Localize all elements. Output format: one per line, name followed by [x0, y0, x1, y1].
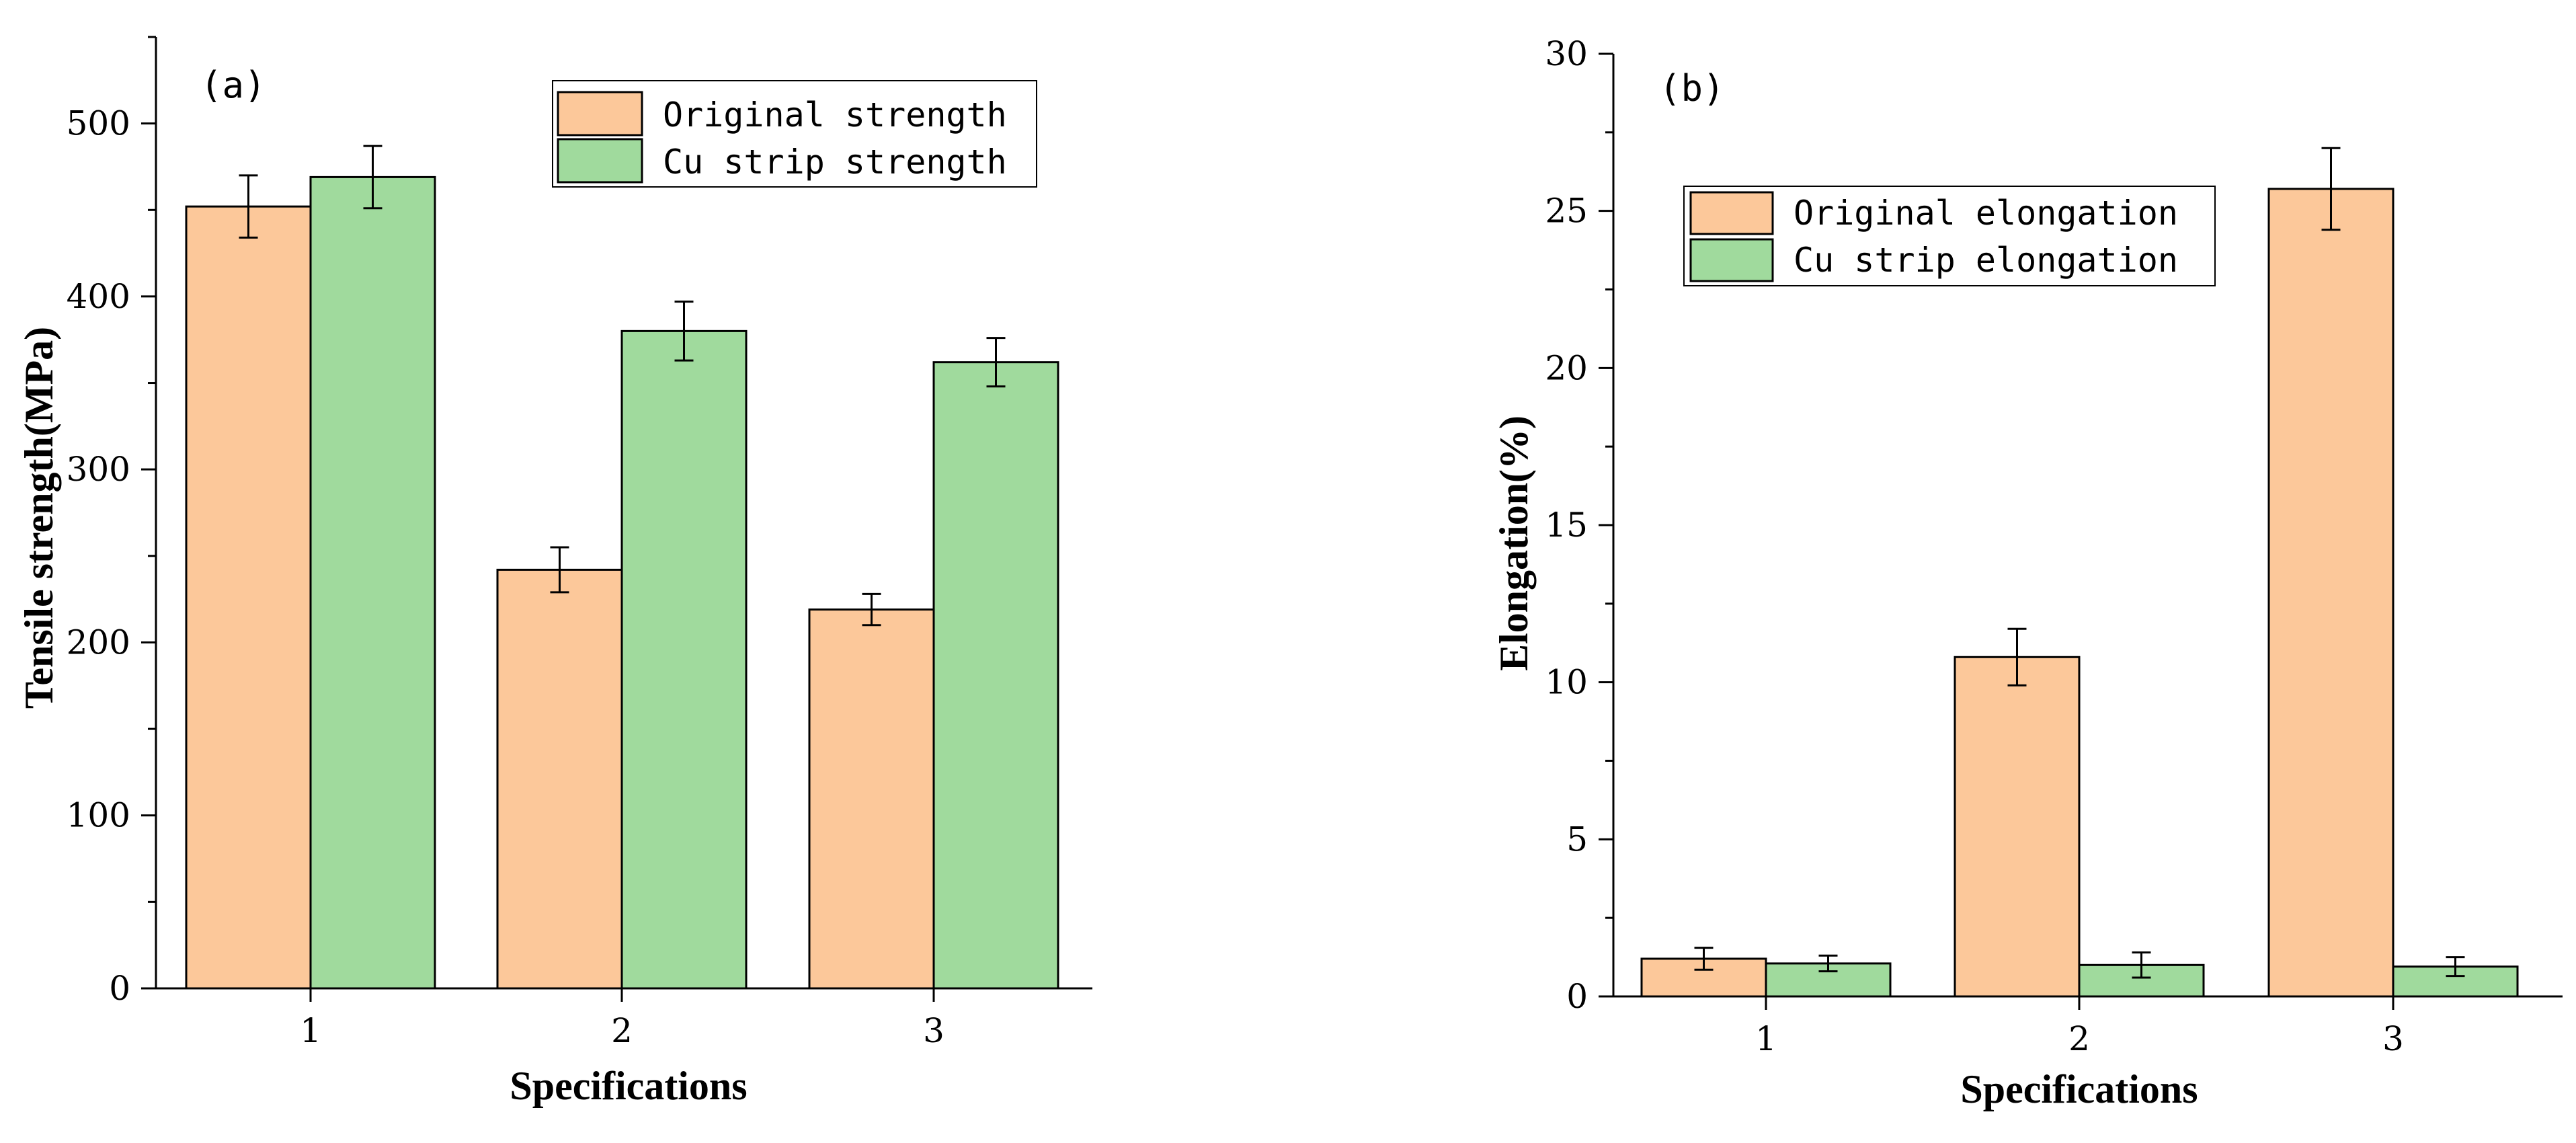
bar-group: [1640, 188, 2519, 998]
legend-label-cu-strip-elongation: Cu strip elongation: [1794, 241, 2178, 280]
legend-label-cu-strip-strength: Cu strip strength: [663, 143, 1007, 182]
x-axis-title: Specifications: [510, 1064, 747, 1108]
y-tick-labels: 0 100 200 300 400 500: [67, 104, 130, 1008]
x-tick-label: 3: [2382, 1019, 2404, 1058]
y-tick-label: 25: [1545, 192, 1588, 231]
y-tick-label: 20: [1545, 348, 1588, 387]
error-bar-group: [1694, 147, 2465, 979]
y-tick-label: 300: [67, 450, 130, 489]
legend-swatch-original-elongation: [1689, 191, 1774, 235]
x-tick-labels: 1 2 3: [1755, 1019, 2404, 1058]
legend: Original strength Cu strip strength: [552, 80, 1037, 188]
bar-cu-strip-strength-2: [620, 329, 748, 990]
x-tick-label: 2: [611, 1011, 633, 1050]
legend-swatch-cu-strip-elongation: [1689, 238, 1774, 282]
axes: [141, 36, 1092, 1002]
y-tick-label: 10: [1545, 663, 1588, 702]
x-tick-label: 3: [923, 1011, 944, 1050]
legend-swatch-cu-strip-strength: [557, 138, 643, 184]
y-tick-label: 0: [1566, 977, 1588, 1016]
x-tick-label: 1: [300, 1011, 321, 1050]
y-tick-label: 30: [1545, 34, 1588, 73]
x-tick-labels: 1 2 3: [300, 1011, 944, 1050]
y-axis-title: Elongation(%): [1492, 416, 1536, 671]
bar-cu-strip-strength-3: [932, 361, 1059, 990]
bar-original-strength-2: [496, 568, 623, 990]
x-tick-label: 2: [2068, 1019, 2090, 1058]
panel-label: (a): [200, 64, 266, 106]
x-axis-title: Specifications: [1960, 1067, 2198, 1111]
legend: Original elongation Cu strip elongation: [1683, 186, 2216, 286]
axes: [1599, 52, 2563, 1010]
y-tick-label: 200: [67, 623, 130, 662]
bar-original-strength-1: [185, 205, 312, 990]
y-tick-label: 500: [67, 104, 130, 143]
bar-original-elongation-3: [2267, 188, 2394, 998]
bar-group: [185, 175, 1059, 990]
error-bar-group: [239, 145, 1006, 627]
legend-label-original-strength: Original strength: [663, 95, 1007, 134]
x-tick-label: 1: [1755, 1019, 1777, 1058]
panel-label: (b): [1659, 67, 1725, 110]
bar-original-elongation-2: [1954, 656, 2081, 998]
y-tick-label: 100: [67, 796, 130, 835]
y-tick-label: 0: [109, 969, 130, 1008]
y-tick-label: 5: [1566, 820, 1588, 859]
y-axis-title: Tensile strength(MPa): [17, 327, 61, 709]
legend-swatch-original-strength: [557, 91, 643, 136]
elongation-chart: 0 5 10 15 20 25 30 1 2 3 (b) Specifications Elon…: [1492, 34, 2563, 1111]
y-tick-labels: 0 5 10 15 20 25 30: [1545, 34, 1588, 1016]
bar-original-strength-3: [808, 608, 935, 990]
legend-label-original-elongation: Original elongation: [1794, 194, 2178, 233]
y-tick-label: 400: [67, 277, 130, 316]
y-tick-label: 15: [1545, 506, 1588, 545]
bar-cu-strip-strength-1: [309, 175, 436, 990]
